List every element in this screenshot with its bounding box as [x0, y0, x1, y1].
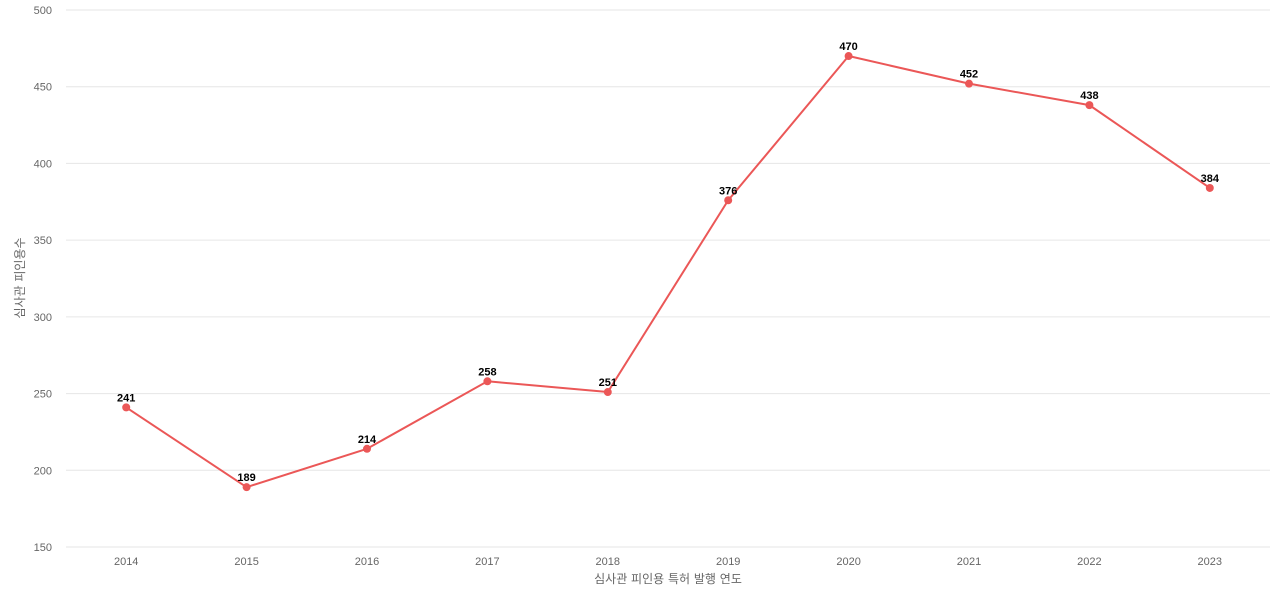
y-tick-label: 200	[34, 465, 52, 477]
data-label: 384	[1201, 173, 1220, 185]
data-point[interactable]	[724, 196, 733, 205]
data-label: 258	[478, 366, 496, 378]
data-label: 376	[719, 185, 737, 197]
series-line	[125, 55, 1211, 489]
x-tick-label: 2023	[1198, 556, 1222, 568]
data-label: 189	[237, 472, 255, 484]
data-point[interactable]	[965, 79, 973, 88]
data-point[interactable]	[242, 483, 251, 492]
data-label: 438	[1080, 90, 1098, 102]
data-point[interactable]	[1085, 101, 1094, 110]
y-tick-label: 400	[34, 158, 52, 170]
data-label: 470	[839, 41, 857, 53]
y-tick-label: 350	[34, 235, 52, 247]
data-labels: 241 189 214 258 251 376 470 452 438 384	[117, 41, 1220, 484]
data-point[interactable]	[483, 377, 492, 386]
y-tick-label: 150	[34, 542, 52, 554]
data-point[interactable]	[1205, 183, 1214, 192]
data-point[interactable]	[844, 52, 853, 61]
y-tick-label: 450	[34, 82, 52, 94]
y-tick-label: 250	[34, 389, 52, 401]
data-label: 251	[599, 377, 617, 389]
x-tick-label: 2021	[957, 556, 981, 568]
x-tick-label: 2014	[114, 556, 138, 568]
x-tick-label: 2016	[355, 556, 379, 568]
x-axis-title: 심사관 피인용 특허 발행 연도	[594, 571, 742, 586]
x-axis-ticks: 2014 2015 2016 2017 2018 2019 2020 2021 2022 2023	[114, 556, 1222, 568]
grid-lines	[66, 9, 1270, 548]
x-tick-label: 2015	[234, 556, 258, 568]
x-tick-label: 2022	[1077, 556, 1101, 568]
x-tick-label: 2019	[716, 556, 740, 568]
x-tick-label: 2018	[596, 556, 620, 568]
data-point[interactable]	[122, 403, 131, 412]
data-point[interactable]	[603, 388, 612, 397]
y-axis-title: 심사관 피인용수	[13, 237, 27, 318]
y-tick-label: 500	[34, 5, 52, 17]
x-tick-label: 2020	[836, 556, 860, 568]
data-point[interactable]	[363, 444, 371, 453]
data-label: 214	[358, 434, 377, 446]
y-axis-ticks: 150 200 250 300 350 400 450 500	[34, 5, 52, 554]
y-tick-label: 300	[34, 312, 52, 324]
series-layer	[122, 52, 1214, 492]
data-label: 241	[117, 392, 135, 404]
data-label: 452	[960, 69, 978, 81]
x-tick-label: 2017	[475, 556, 499, 568]
